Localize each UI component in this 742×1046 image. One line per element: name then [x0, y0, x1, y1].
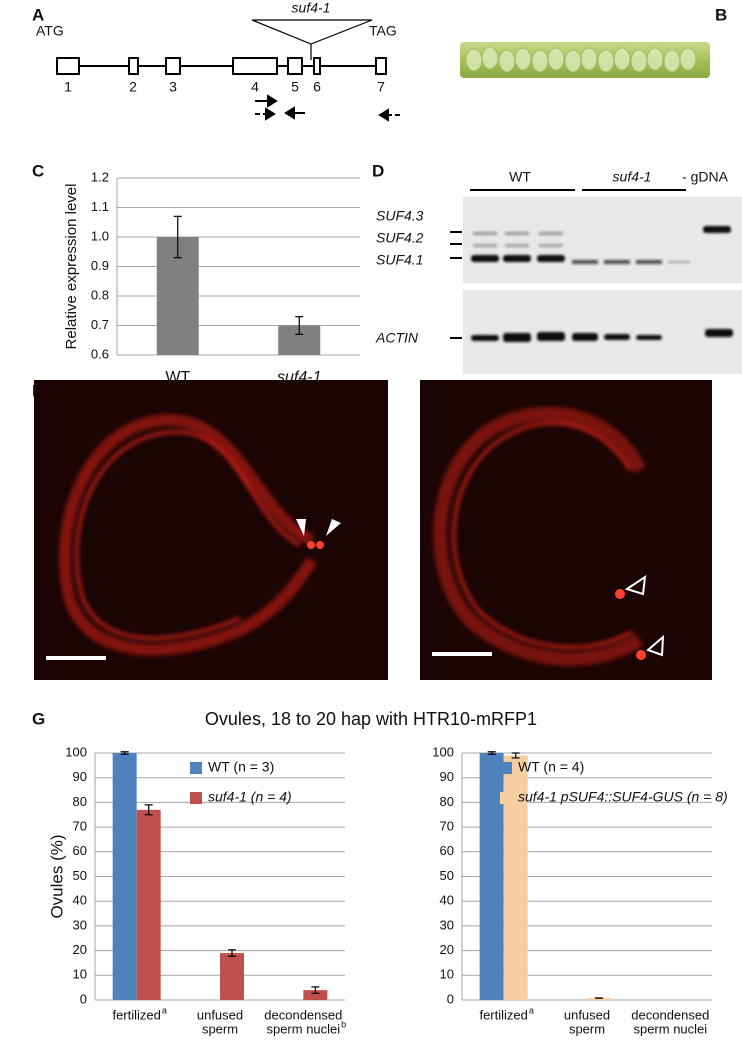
x-tick-label: sperm nuclei [266, 1021, 340, 1036]
legend-label: suf4-1 (n = 4) [208, 789, 292, 805]
stop-codon: TAG [369, 23, 397, 39]
y-tick-label: 20 [73, 942, 87, 957]
micrograph [34, 380, 712, 680]
silique-photo [460, 42, 710, 78]
legend-swatch [500, 792, 512, 804]
legend-label: WT (n = 3) [208, 759, 274, 775]
legend-swatch [500, 762, 512, 774]
primers [255, 94, 400, 122]
y-axis-label: Relative expression level [63, 184, 80, 350]
x-tick-label: sperm [202, 1021, 238, 1036]
exon-number: 2 [129, 79, 137, 95]
superscript: a [162, 1005, 167, 1015]
panel-label: D [372, 161, 384, 180]
superscript: b [341, 1019, 346, 1029]
exon-number: 3 [169, 79, 177, 95]
y-tick-label: 70 [73, 819, 87, 834]
y-tick-label: 1.1 [91, 199, 109, 214]
panel-label: G [32, 709, 45, 728]
gene-model [56, 19, 387, 75]
bar [136, 809, 161, 1000]
bar [587, 998, 611, 1000]
start-codon: ATG [36, 23, 64, 39]
x-tick-label: fertilized [112, 1007, 160, 1022]
band-ticks [450, 231, 462, 339]
bar [503, 755, 528, 1000]
y-tick-label: 0.6 [91, 346, 109, 361]
y-tick-label: 50 [440, 868, 454, 883]
y-tick-label: 10 [440, 967, 454, 982]
bar [220, 953, 244, 1000]
exon-number: 1 [64, 79, 72, 95]
band-label: SUF4.3 [376, 208, 424, 224]
lane-group: suf4-1 [613, 169, 652, 185]
y-tick-label: 40 [73, 893, 87, 908]
y-tick-label: 0 [80, 991, 87, 1006]
panel-label: C [32, 161, 44, 180]
gel [463, 197, 742, 374]
y-tick-label: 50 [73, 868, 87, 883]
band-label: SUF4.2 [376, 230, 424, 246]
y-tick-label: 10 [73, 967, 87, 982]
exon-number: 6 [313, 79, 321, 95]
exon-number: 7 [377, 79, 385, 95]
panel-title: Ovules, 18 to 20 hap with HTR10-mRFP1 [205, 709, 537, 729]
legend-swatch [190, 762, 202, 774]
y-tick-label: 20 [440, 942, 454, 957]
x-tick-label: fertilized [479, 1007, 527, 1022]
y-tick-label: 80 [440, 794, 454, 809]
lane-group: WT [509, 169, 531, 185]
y-tick-label: 80 [73, 794, 87, 809]
x-tick-label: sperm [569, 1021, 605, 1036]
bar [479, 753, 504, 1000]
y-tick-label: 60 [440, 843, 454, 858]
y-tick-label: 60 [73, 843, 87, 858]
y-tick-label: 30 [73, 917, 87, 932]
y-tick-label: 0.9 [91, 258, 109, 273]
x-tick-label: unfused [197, 1007, 243, 1022]
x-tick-label: unfused [564, 1007, 610, 1022]
bar [303, 990, 328, 1000]
y-tick-label: 70 [440, 819, 454, 834]
y-axis-label: Ovules (%) [47, 834, 66, 918]
y-tick-label: 30 [440, 917, 454, 932]
x-tick-label: decondensed [264, 1007, 342, 1022]
panel-label: A [32, 5, 44, 24]
y-tick-label: 0.8 [91, 287, 109, 302]
legend-label: WT (n = 4) [518, 759, 584, 775]
x-tick-label: suf4-1 [277, 369, 321, 386]
exon-number: 4 [251, 79, 259, 95]
y-tick-label: 90 [440, 769, 454, 784]
lane-group: - gDNA [682, 169, 729, 185]
y-tick-label: 1.2 [91, 169, 109, 184]
bar [112, 753, 137, 1000]
y-tick-label: 0 [447, 991, 454, 1006]
x-tick-label: WT [165, 369, 190, 386]
panel-label: B [715, 5, 727, 24]
y-tick-label: 1.0 [91, 228, 109, 243]
y-tick-label: 40 [440, 893, 454, 908]
x-tick-label: decondensed [631, 1007, 709, 1022]
band-label: SUF4.1 [376, 252, 423, 268]
y-tick-label: 0.7 [91, 317, 109, 332]
allele-label: suf4-1 [292, 0, 331, 16]
superscript: a [529, 1005, 534, 1015]
y-tick-label: 90 [73, 769, 87, 784]
exon-number: 5 [291, 79, 299, 95]
y-tick-label: 100 [432, 744, 454, 759]
band-label: ACTIN [375, 330, 419, 346]
y-tick-label: 100 [65, 744, 87, 759]
x-tick-label: sperm nuclei [633, 1021, 707, 1036]
legend-label: suf4-1 pSUF4::SUF4-GUS (n = 8) [518, 789, 728, 805]
legend-swatch [190, 792, 202, 804]
